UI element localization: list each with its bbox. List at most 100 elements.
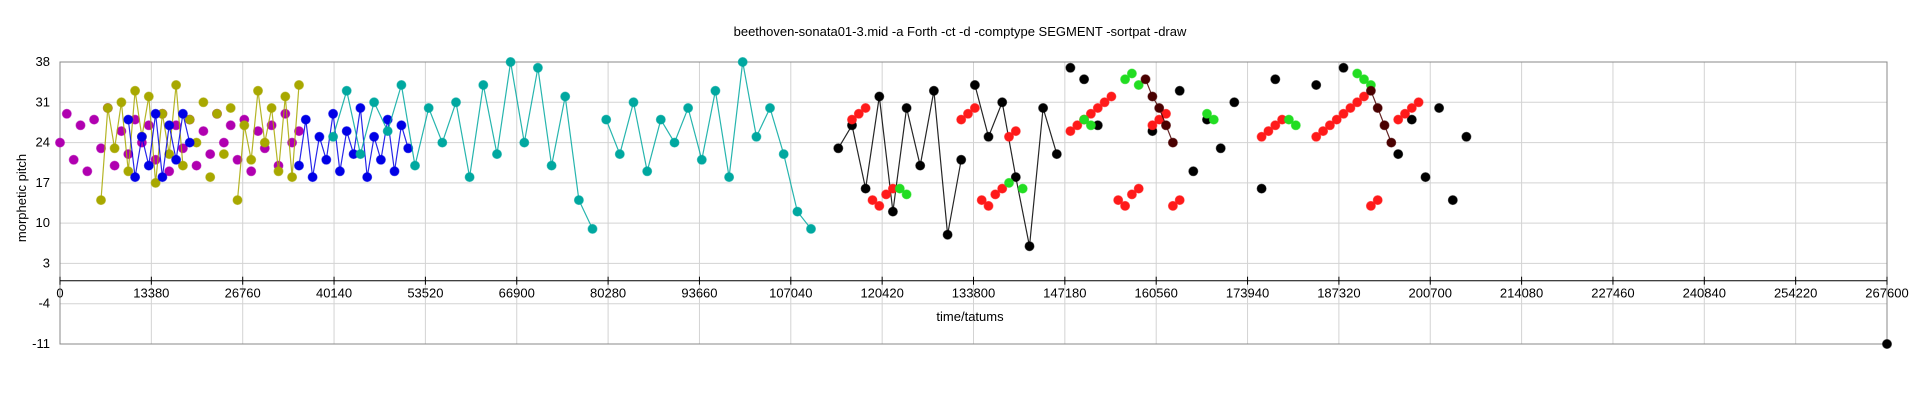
data-point	[1400, 108, 1410, 119]
data-point	[212, 108, 222, 119]
data-point	[1393, 114, 1404, 125]
data-point	[1004, 131, 1014, 142]
data-point	[136, 131, 147, 142]
x-axis-label: time/tatums	[936, 309, 1004, 324]
data-point	[369, 131, 380, 142]
data-point	[1256, 183, 1267, 194]
data-point	[628, 97, 639, 108]
data-point	[1154, 103, 1165, 113]
y-axis-label: morphetic pitch	[14, 154, 29, 242]
data-point	[874, 200, 885, 211]
data-point	[109, 160, 120, 171]
data-point	[956, 154, 967, 165]
data-point	[273, 166, 284, 177]
data-point	[860, 103, 871, 113]
data-point	[75, 120, 86, 131]
x-tick-label: 187320	[1317, 286, 1360, 301]
data-point	[1161, 120, 1171, 131]
data-point	[1365, 85, 1376, 96]
series-line	[236, 84, 300, 201]
data-point	[68, 154, 79, 165]
x-tick-label: 254220	[1774, 286, 1817, 301]
data-point	[710, 85, 721, 96]
data-point	[1167, 137, 1178, 148]
data-point	[1147, 120, 1158, 131]
data-point	[1290, 120, 1301, 131]
series-line	[837, 90, 962, 235]
data-point	[1882, 339, 1892, 349]
data-point	[942, 229, 953, 240]
data-point	[341, 126, 352, 137]
data-point	[997, 183, 1008, 194]
data-point	[853, 108, 864, 119]
data-point	[642, 166, 653, 177]
data-point	[765, 103, 775, 113]
y-tick-label: 24	[36, 135, 50, 150]
data-point	[177, 108, 188, 119]
data-point	[669, 137, 680, 148]
data-point	[464, 172, 475, 183]
data-point	[1352, 68, 1363, 79]
series-group	[1882, 339, 1892, 349]
data-point	[1338, 108, 1349, 119]
data-point	[1461, 131, 1472, 142]
x-tick-label: 173940	[1226, 286, 1269, 301]
data-point	[1004, 177, 1014, 188]
data-point	[1079, 114, 1090, 125]
data-point	[1126, 189, 1137, 200]
data-point	[1099, 97, 1110, 108]
data-point	[505, 57, 516, 67]
data-point	[1229, 97, 1240, 108]
data-point	[614, 149, 625, 160]
series-group	[328, 57, 816, 234]
data-point	[1406, 103, 1417, 113]
data-point	[341, 85, 352, 96]
data-point	[307, 172, 318, 183]
data-point	[369, 97, 380, 108]
data-point	[1174, 85, 1185, 96]
data-point	[1434, 103, 1445, 113]
data-point	[1420, 172, 1431, 183]
data-point	[1147, 91, 1158, 102]
data-point	[887, 206, 898, 217]
data-point	[1133, 80, 1144, 90]
data-point	[928, 85, 939, 96]
data-point	[1017, 183, 1028, 194]
data-point	[437, 137, 448, 148]
data-point	[246, 166, 257, 177]
data-point	[314, 131, 325, 142]
data-point	[184, 137, 195, 148]
data-point	[901, 103, 912, 113]
x-tick-label: 200700	[1409, 286, 1452, 301]
data-point	[396, 80, 407, 90]
data-point	[1379, 120, 1390, 131]
plot-frame	[59, 61, 1888, 345]
data-point	[587, 223, 598, 234]
x-tick-label: 13380	[133, 286, 169, 301]
data-point	[266, 103, 277, 113]
data-point	[198, 97, 209, 108]
data-point	[1126, 68, 1137, 79]
data-point	[198, 126, 209, 137]
data-point	[1085, 120, 1096, 131]
data-point	[1079, 74, 1090, 85]
data-point	[1311, 131, 1322, 142]
data-point	[532, 62, 543, 73]
series-group	[847, 91, 1424, 211]
data-point	[969, 80, 980, 90]
y-tick-label: -11	[32, 336, 50, 351]
data-point	[1331, 114, 1342, 125]
data-point	[1338, 62, 1349, 73]
data-point	[724, 172, 735, 183]
data-point	[61, 108, 72, 119]
data-point	[205, 172, 216, 183]
data-point	[1072, 120, 1083, 131]
data-point	[519, 137, 530, 148]
x-tick-label: 133800	[952, 286, 995, 301]
data-point	[328, 131, 339, 142]
x-tick-label: 147180	[1043, 286, 1086, 301]
data-point	[82, 166, 93, 177]
data-point	[1010, 172, 1021, 183]
data-point	[778, 149, 789, 160]
y-tick-label: 38	[36, 54, 50, 69]
